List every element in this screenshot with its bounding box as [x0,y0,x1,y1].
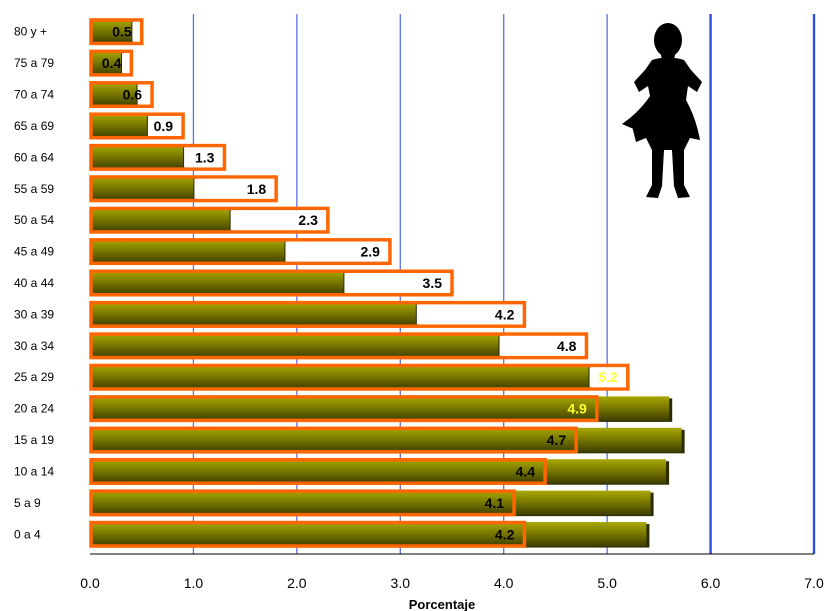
bar-filled [90,50,122,76]
bars [89,18,685,548]
category-label: 55 a 59 [14,182,54,196]
data-label: 4.2 [495,526,515,542]
category-label: 10 a 14 [14,464,54,478]
bar-filled [90,427,682,453]
bar-outline [89,300,527,328]
x-tick-label: 2.0 [287,575,307,591]
data-label: 4.9 [567,401,587,417]
bar-outline-fill [285,241,388,262]
data-label: 4.4 [516,463,536,479]
data-label: 1.3 [195,149,215,165]
bar-filled [90,176,194,202]
category-label: 80 y + [14,25,47,39]
bar-outline-fill [137,84,150,105]
data-label: 0.5 [112,24,132,40]
category-label: 75 a 79 [14,56,54,70]
x-axis-title: Porcentaje [409,597,475,611]
data-label: 4.7 [547,432,567,448]
bar-outline [89,457,547,485]
gridlines [90,14,816,555]
bar-outline [89,175,278,203]
x-tick-label: 7.0 [804,575,824,591]
data-label: 0.4 [102,55,122,71]
bar-outline [89,426,578,454]
x-tick-label: 1.0 [184,575,204,591]
bar-outline [89,489,516,517]
bar-outline [89,81,154,109]
bar-outline-fill [122,53,129,74]
data-labels: 0.50.40.60.91.31.82.32.93.54.24.85.24.94… [102,24,618,543]
category-label: 60 a 64 [14,150,54,164]
category-label: 45 a 49 [14,245,54,259]
bar-outline [89,269,454,297]
bar-filled [90,459,667,484]
x-tick-label: 3.0 [391,575,411,591]
bar-filled [90,364,589,390]
data-label: 2.3 [298,212,318,228]
bar-filled [90,396,670,421]
x-tick-label: 6.0 [701,575,721,591]
bar-outline [89,363,630,391]
bar-outline [89,49,134,77]
bar-outline [89,332,589,360]
bar-outline [89,18,144,46]
category-label: 25 a 29 [14,370,54,384]
category-label: 0 a 4 [14,527,41,541]
bar-outline [89,395,599,423]
bar-filled [90,333,499,359]
bar-filled [90,113,147,139]
bar-filled [90,302,416,327]
category-label: 50 a 54 [14,213,54,227]
x-tick-label: 0.0 [80,575,100,591]
category-label: 40 a 44 [14,276,54,290]
bar-outline-fill [230,210,326,231]
bar-outline [89,143,227,171]
data-label: 5.2 [598,369,618,385]
bar-filled [90,270,344,296]
category-label: 15 a 19 [14,433,54,447]
bar-outline-fill [147,115,181,136]
bar-outline-fill [132,21,140,42]
category-label: 30 a 39 [14,307,54,321]
bar-outline-fill [184,147,222,168]
category-labels: 80 y + 75 a 79 70 a 74 65 a 69 60 a 64 55 a 5… [14,25,54,542]
data-label: 0.9 [154,118,174,134]
data-label: 4.2 [495,306,515,322]
data-label: 2.9 [360,244,380,260]
woman-silhouette-icon [622,23,702,198]
data-label: 3.5 [423,275,443,291]
bar-filled [90,522,647,547]
category-label: 70 a 74 [14,88,54,102]
bar-outline-fill [589,367,626,388]
x-tick-labels: 0.0 1.0 2.0 3.0 4.0 5.0 6.0 7.0 [80,575,824,591]
data-label: 4.8 [557,338,577,354]
bar-outline-fill [194,178,274,199]
bar-outline [89,206,330,234]
x-tick-label: 4.0 [494,575,514,591]
category-label: 30 a 34 [14,339,54,353]
data-label: 0.6 [123,87,143,103]
category-label: 65 a 69 [14,119,54,133]
bar-filled [90,490,651,516]
bar-filled [90,82,137,107]
bar-filled [90,19,132,44]
bar-outline-fill [499,335,584,356]
x-tick-label: 5.0 [597,575,617,591]
data-label: 1.8 [247,181,267,197]
bar-outline [89,520,527,548]
bar-outline-fill [344,273,450,293]
bar-filled [90,239,285,264]
bar-outline-fill [416,304,522,325]
bar-filled [90,145,184,170]
category-label: 5 a 9 [14,496,41,510]
category-label: 20 a 24 [14,402,54,416]
bar-outline [89,238,392,266]
bar-outline [89,112,185,140]
data-label: 4.1 [485,495,505,511]
bar-filled [90,207,230,233]
